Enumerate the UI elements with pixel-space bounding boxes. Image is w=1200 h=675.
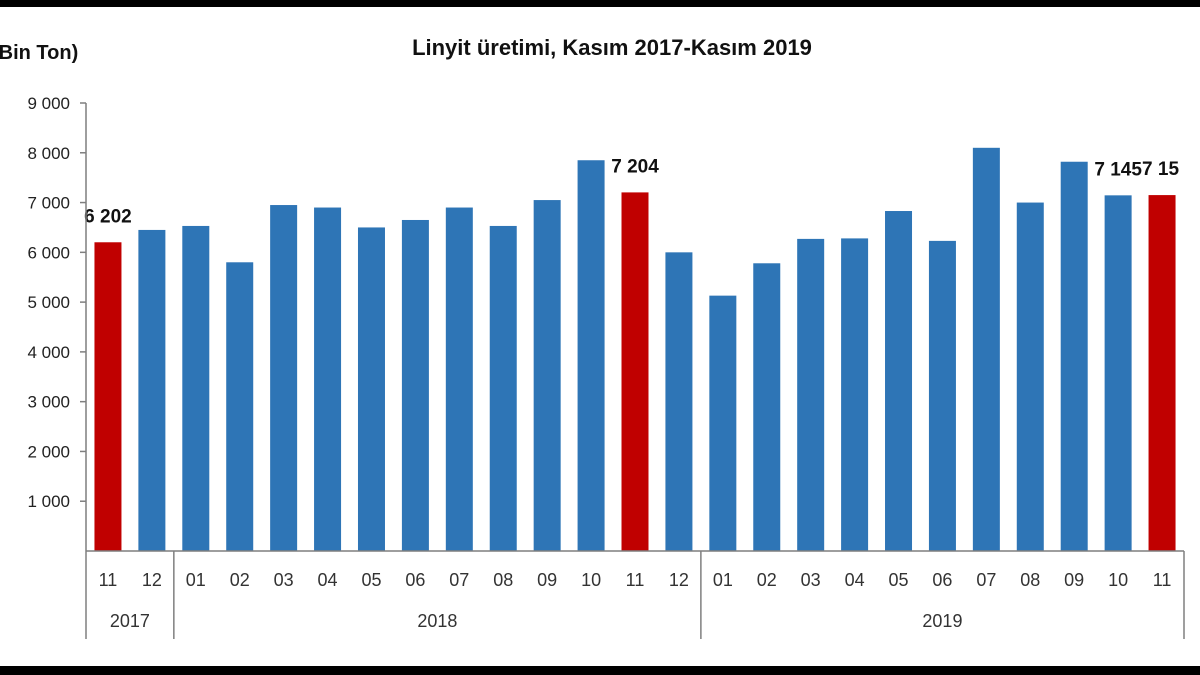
bar — [314, 207, 342, 552]
x-tick-label: 01 — [713, 570, 733, 590]
bar — [1104, 195, 1132, 552]
data-label: 6 202 — [84, 206, 132, 227]
data-label: 7 204 — [611, 156, 659, 177]
y-tick-label: 5 000 — [27, 293, 70, 312]
x-tick-label: 02 — [757, 570, 777, 590]
x-tick-label: 11 — [1153, 570, 1172, 590]
bar — [753, 263, 781, 551]
bar — [182, 225, 210, 551]
data-label: 7 15 — [1142, 159, 1179, 180]
x-tick-label: 07 — [449, 570, 469, 590]
bar — [138, 229, 166, 551]
bar — [709, 295, 737, 551]
x-tick-label: 04 — [318, 570, 338, 590]
data-labels-group: 6 202 7 204 7 145 7 15 — [84, 156, 1179, 227]
year-group-label: 2019 — [922, 611, 962, 631]
year-group-label: 2017 — [110, 611, 150, 631]
y-tick-label: 2 000 — [27, 442, 70, 461]
y-axis-unit-label: (Bin Ton) — [0, 42, 78, 64]
x-tick-label: 05 — [361, 570, 381, 590]
bar-highlight — [1148, 195, 1176, 552]
x-tick-label: 11 — [626, 570, 645, 590]
data-label: 7 145 — [1094, 159, 1142, 180]
x-tick-label: 02 — [230, 570, 250, 590]
bar — [885, 211, 913, 552]
x-tick-label: 07 — [976, 570, 996, 590]
bar — [1060, 161, 1088, 551]
x-tick-label: 08 — [493, 570, 513, 590]
bar-chart: Linyit üretimi, Kasım 2017-Kasım 2019 (B… — [0, 35, 1185, 639]
bar — [665, 252, 693, 552]
y-tick-label: 3 000 — [27, 393, 70, 412]
y-tick-label: 8 000 — [27, 144, 70, 163]
year-group-label: 2018 — [417, 611, 457, 631]
chart-title: Linyit üretimi, Kasım 2017-Kasım 2019 — [412, 35, 812, 60]
bar — [489, 225, 517, 551]
y-tick-label: 1 000 — [27, 492, 70, 511]
bar — [1016, 202, 1044, 552]
bar — [972, 147, 1000, 552]
bar — [357, 227, 385, 551]
y-tick-label: 6 000 — [27, 243, 70, 262]
bar — [797, 238, 825, 552]
x-tick-label: 01 — [186, 570, 206, 590]
x-tick-label: 08 — [1020, 570, 1040, 590]
x-tick-label: 04 — [845, 570, 865, 590]
x-tick-label: 05 — [889, 570, 909, 590]
y-tick-label: 9 000 — [27, 94, 70, 113]
x-tick-label: 11 — [99, 570, 118, 590]
x-tick-label: 12 — [669, 570, 689, 590]
bars-group — [94, 147, 1176, 552]
x-tick-label: 09 — [1064, 570, 1084, 590]
bar — [226, 262, 254, 551]
bar — [270, 205, 298, 552]
bar — [577, 160, 605, 551]
bar-highlight — [94, 242, 122, 551]
bar — [841, 238, 869, 551]
x-tick-label: 10 — [1108, 570, 1128, 590]
x-tick-label: 09 — [537, 570, 557, 590]
x-tick-label: 03 — [274, 570, 294, 590]
y-tick-label: 7 000 — [27, 194, 70, 213]
bar — [401, 219, 429, 551]
x-tick-label: 10 — [581, 570, 601, 590]
bar — [533, 200, 561, 552]
y-tick-label: 4 000 — [27, 343, 70, 362]
x-tick-label: 06 — [932, 570, 952, 590]
x-tick-label: 06 — [405, 570, 425, 590]
bar — [928, 240, 956, 551]
x-tick-label: 03 — [801, 570, 821, 590]
chart-frame: Linyit üretimi, Kasım 2017-Kasım 2019 (B… — [0, 7, 1200, 666]
x-tick-label: 12 — [142, 570, 162, 590]
bar-highlight — [621, 192, 649, 552]
bar — [445, 207, 473, 552]
y-axis-ticks: 1 000 2 000 3 000 4 000 5 000 6 000 7 000 8 000… — [27, 94, 86, 511]
x-axis: 11 12 01 02 03 04 05 06 07 08 09 10 11 12 01 02 03 04 05 06… — [85, 103, 1185, 639]
